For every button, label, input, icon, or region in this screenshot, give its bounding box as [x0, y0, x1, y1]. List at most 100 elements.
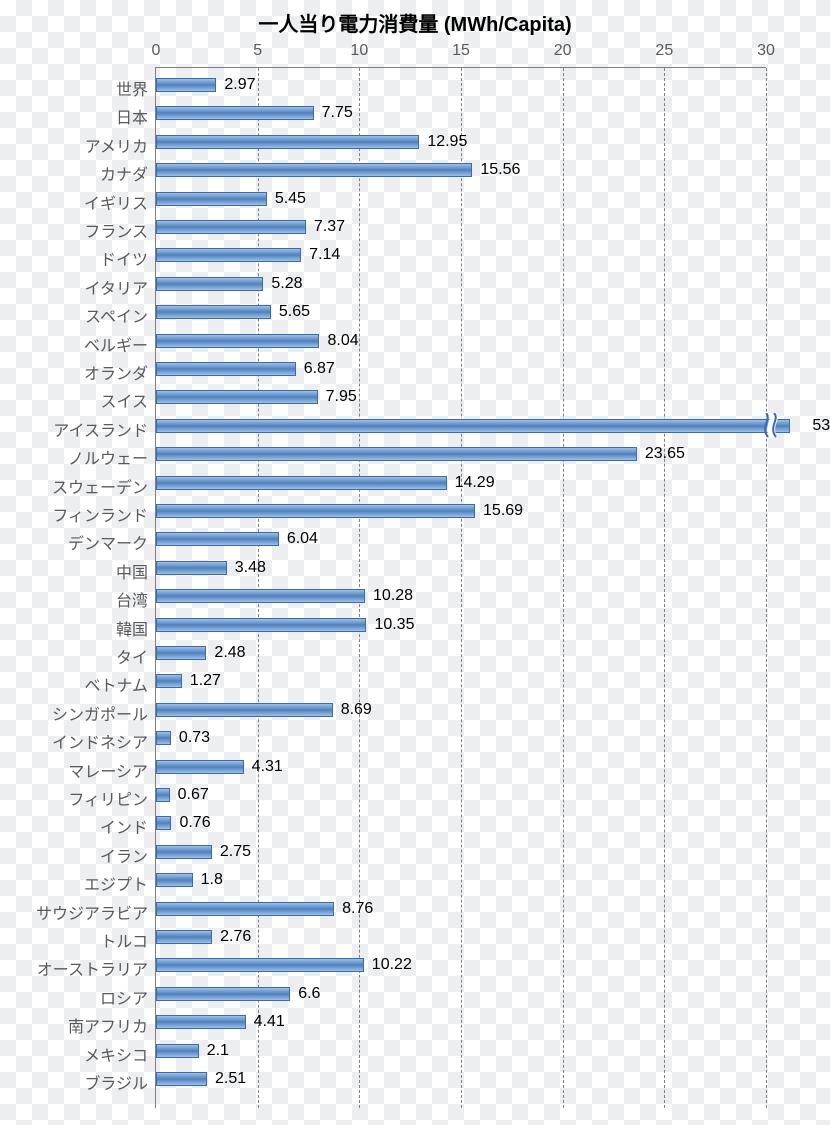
value-label: 7.75 — [322, 104, 353, 122]
bar — [156, 987, 290, 1001]
category-label: ドイツ — [0, 246, 148, 270]
value-label: 23.65 — [645, 445, 685, 463]
value-label: 4.31 — [252, 758, 283, 776]
value-label: 4.41 — [254, 1013, 285, 1031]
bar-row: ロシア6.6 — [156, 987, 766, 1001]
bar — [156, 760, 244, 774]
x-tick-label: 0 — [152, 42, 161, 60]
category-label: ロシア — [0, 985, 148, 1009]
bar — [156, 220, 306, 234]
bar — [156, 589, 365, 603]
category-label: フィリピン — [0, 786, 148, 810]
bar-row: アイスランド53.16 — [156, 419, 766, 433]
bar — [156, 731, 171, 745]
category-label: 南アフリカ — [0, 1013, 148, 1037]
x-tick-label: 15 — [452, 42, 470, 60]
value-label: 8.04 — [327, 332, 358, 350]
bar-row: エジプト1.8 — [156, 873, 766, 887]
bar-row: イギリス5.45 — [156, 192, 766, 206]
bar — [156, 476, 447, 490]
value-label: 6.87 — [304, 360, 335, 378]
bar — [156, 674, 182, 688]
category-label: サウジアラビア — [0, 900, 148, 924]
category-label: フランス — [0, 218, 148, 242]
value-label: 53.16 — [812, 417, 830, 435]
bar — [156, 618, 366, 632]
category-label: カナダ — [0, 161, 148, 185]
category-label: オーストラリア — [0, 956, 148, 980]
bar-row: 日本7.75 — [156, 106, 766, 120]
category-label: ブラジル — [0, 1070, 148, 1094]
bar — [156, 958, 364, 972]
bar-row: スイス7.95 — [156, 390, 766, 404]
category-label: タイ — [0, 644, 148, 668]
category-label: アイスランド — [0, 417, 148, 441]
bar-row: フィンランド15.69 — [156, 504, 766, 518]
bar — [156, 248, 301, 262]
value-label: 10.28 — [373, 587, 413, 605]
bar-row: トルコ2.76 — [156, 930, 766, 944]
value-label: 10.35 — [374, 616, 414, 634]
bar — [156, 305, 271, 319]
category-label: アメリカ — [0, 133, 148, 157]
x-tick-label: 20 — [554, 42, 572, 60]
bar — [156, 845, 212, 859]
category-label: ベトナム — [0, 672, 148, 696]
bar-row: ブラジル2.51 — [156, 1072, 766, 1086]
value-label: 2.51 — [215, 1070, 246, 1088]
value-label: 8.69 — [341, 701, 372, 719]
x-tick-label: 25 — [655, 42, 673, 60]
bar-row: シンガポール8.69 — [156, 703, 766, 717]
value-label: 0.67 — [178, 786, 209, 804]
bar-row: メキシコ2.1 — [156, 1044, 766, 1058]
bar-row: カナダ15.56 — [156, 163, 766, 177]
value-label: 3.48 — [235, 559, 266, 577]
bar-row: ベルギー8.04 — [156, 334, 766, 348]
bar-row: オーストラリア10.22 — [156, 958, 766, 972]
value-label: 1.27 — [190, 672, 221, 690]
value-label: 5.28 — [271, 275, 302, 293]
bar-row: 世界2.97 — [156, 78, 766, 92]
category-label: シンガポール — [0, 701, 148, 725]
bar-row: インドネシア0.73 — [156, 731, 766, 745]
category-label: スイス — [0, 388, 148, 412]
category-label: ベルギー — [0, 332, 148, 356]
bar — [156, 930, 212, 944]
bar-row: オランダ6.87 — [156, 362, 766, 376]
value-label: 5.65 — [279, 303, 310, 321]
category-label: エジプト — [0, 871, 148, 895]
value-label: 7.37 — [314, 218, 345, 236]
bar-row: 南アフリカ4.41 — [156, 1015, 766, 1029]
category-label: イラン — [0, 843, 148, 867]
category-label: スウェーデン — [0, 474, 148, 498]
bar-row: デンマーク6.04 — [156, 532, 766, 546]
bar — [156, 532, 279, 546]
category-label: スペイン — [0, 303, 148, 327]
value-label: 1.8 — [201, 871, 223, 889]
bar — [156, 390, 318, 404]
value-label: 6.6 — [298, 985, 320, 1003]
bar — [156, 277, 263, 291]
bar — [156, 1044, 199, 1058]
value-label: 2.75 — [220, 843, 251, 861]
value-label: 12.95 — [427, 133, 467, 151]
category-label: トルコ — [0, 928, 148, 952]
value-label: 5.45 — [275, 190, 306, 208]
category-label: イギリス — [0, 190, 148, 214]
x-tick-label: 30 — [757, 42, 775, 60]
category-label: 韓国 — [0, 616, 148, 640]
bar-row: 中国3.48 — [156, 561, 766, 575]
category-label: メキシコ — [0, 1042, 148, 1066]
category-label: インドネシア — [0, 729, 148, 753]
x-tick-label: 5 — [253, 42, 262, 60]
value-label: 14.29 — [455, 474, 495, 492]
bar-row: アメリカ12.95 — [156, 135, 766, 149]
bar-row: インド0.76 — [156, 816, 766, 830]
bar — [156, 135, 419, 149]
bar-row: ノルウェー23.65 — [156, 447, 766, 461]
bar-row: イタリア5.28 — [156, 277, 766, 291]
value-label: 7.14 — [309, 246, 340, 264]
category-label: 世界 — [0, 76, 148, 100]
bar — [156, 447, 637, 461]
category-label: イタリア — [0, 275, 148, 299]
